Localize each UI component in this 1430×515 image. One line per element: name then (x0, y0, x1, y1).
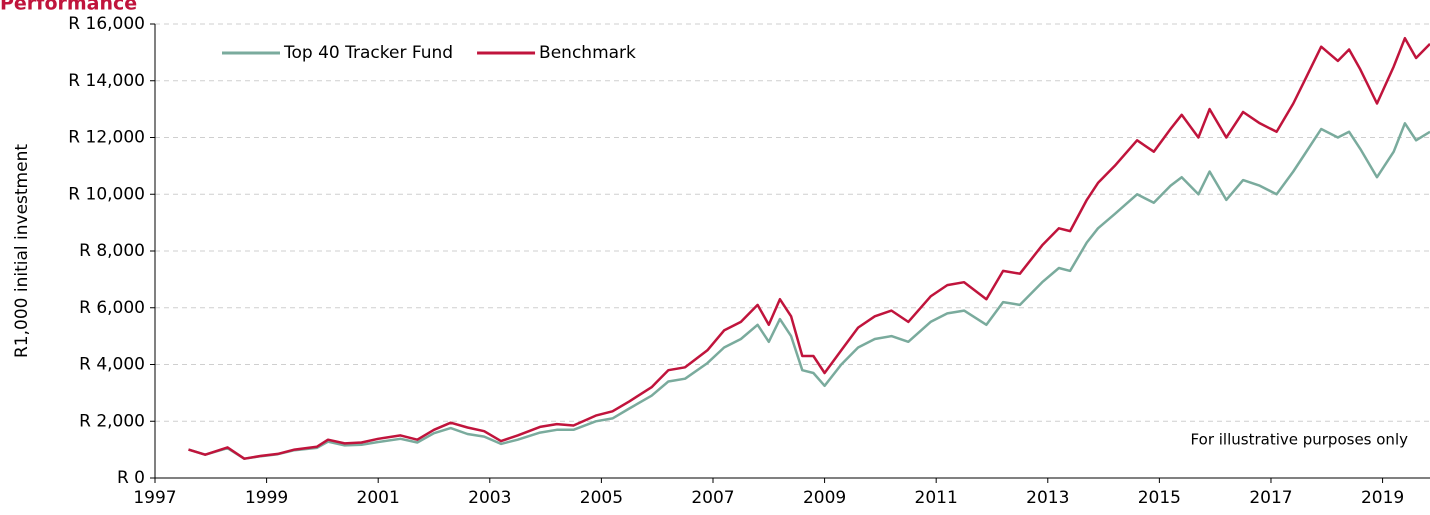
x-tick-label: 1999 (245, 488, 288, 508)
legend-label: Top 40 Tracker Fund (283, 43, 453, 63)
x-tick-label: 2007 (691, 488, 734, 508)
y-tick-label: R 14,000 (68, 71, 145, 91)
x-tick-label: 2001 (357, 488, 400, 508)
y-axis-label: R1,000 initial investment (12, 144, 32, 358)
x-tick-label: 2011 (915, 488, 958, 508)
series-line (188, 122, 1430, 460)
y-tick-label: R 12,000 (68, 128, 145, 148)
y-tick-label: R 2,000 (79, 411, 145, 431)
legend-label: Benchmark (539, 43, 636, 63)
y-tick-label: R 8,000 (79, 241, 145, 261)
y-tick-label: R 16,000 (68, 14, 145, 34)
x-tick-label: 2009 (803, 488, 846, 508)
x-tick-label: 1997 (133, 488, 176, 508)
chart-title: Performance (0, 0, 137, 15)
y-tick-label: R 0 (117, 468, 145, 488)
x-tick-label: 2015 (1138, 488, 1181, 508)
x-tick-label: 2003 (468, 488, 511, 508)
x-tick-label: 2013 (1026, 488, 1069, 508)
annotation: For illustrative purposes only (1191, 431, 1409, 449)
y-tick-label: R 6,000 (79, 298, 145, 318)
x-tick-label: 2019 (1361, 488, 1404, 508)
x-tick-label: 2005 (580, 488, 623, 508)
y-tick-label: R 4,000 (79, 355, 145, 375)
series-line (188, 36, 1430, 460)
x-tick-label: 2017 (1249, 488, 1292, 508)
y-tick-label: R 10,000 (68, 184, 145, 204)
